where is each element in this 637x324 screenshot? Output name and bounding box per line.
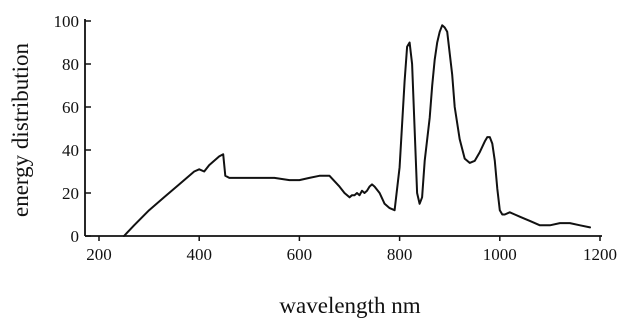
x-tick-label: 600: [287, 245, 313, 264]
x-tick-label: 400: [186, 245, 212, 264]
x-tick-label: 1000: [483, 245, 517, 264]
y-tick-label: 100: [54, 12, 80, 31]
x-axis-title: wavelength nm: [279, 293, 420, 318]
y-tick-label: 0: [71, 227, 80, 246]
x-tick-label: 800: [387, 245, 413, 264]
y-tick-label: 80: [62, 55, 79, 74]
y-tick-label: 40: [62, 141, 79, 160]
y-ticks: 0 20 40 60 80 100: [54, 12, 91, 246]
y-axis-title: energy distribution: [8, 43, 33, 217]
y-tick-label: 20: [62, 184, 79, 203]
x-tick-label: 1200: [583, 245, 617, 264]
chart-axes: [84, 19, 602, 237]
series-line: [123, 24, 591, 237]
x-ticks: 200 400 600 800 1000 1200: [86, 236, 617, 264]
y-tick-label: 60: [62, 98, 79, 117]
x-tick-label: 200: [86, 245, 112, 264]
